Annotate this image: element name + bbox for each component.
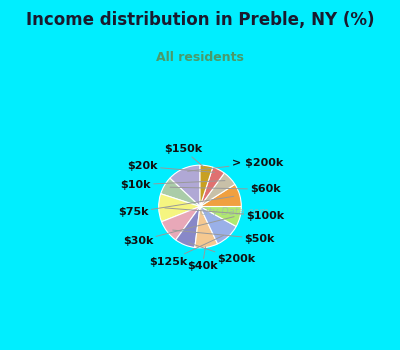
Wedge shape: [200, 173, 235, 206]
Wedge shape: [200, 165, 213, 206]
Wedge shape: [200, 184, 241, 206]
Text: City-Data.com: City-Data.com: [200, 207, 269, 217]
Wedge shape: [159, 194, 200, 222]
Wedge shape: [195, 206, 218, 248]
Text: $60k: $60k: [170, 184, 281, 194]
Wedge shape: [200, 206, 236, 244]
Wedge shape: [170, 165, 200, 206]
Text: $50k: $50k: [173, 230, 275, 244]
Wedge shape: [200, 167, 224, 206]
Text: $125k: $125k: [149, 236, 224, 267]
Text: $30k: $30k: [123, 217, 234, 246]
Wedge shape: [161, 178, 200, 206]
Text: All residents: All residents: [156, 51, 244, 64]
Text: $20k: $20k: [127, 161, 214, 173]
Text: $40k: $40k: [187, 247, 218, 271]
Wedge shape: [162, 206, 200, 240]
Text: $100k: $100k: [165, 208, 284, 221]
Text: $10k: $10k: [120, 180, 225, 190]
Wedge shape: [176, 206, 200, 247]
Wedge shape: [200, 206, 241, 226]
Text: $200k: $200k: [189, 243, 256, 264]
Text: $75k: $75k: [118, 196, 234, 217]
Text: $150k: $150k: [164, 144, 204, 167]
Text: Income distribution in Preble, NY (%): Income distribution in Preble, NY (%): [26, 10, 374, 29]
Text: > $200k: > $200k: [188, 158, 283, 171]
